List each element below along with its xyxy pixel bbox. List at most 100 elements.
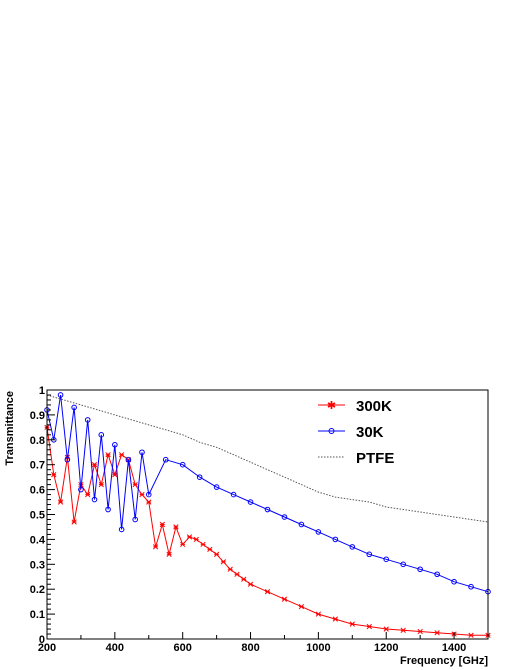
data-point-300k — [400, 627, 406, 633]
data-point-300k — [105, 452, 111, 458]
x-tick-label: 800 — [241, 642, 259, 654]
data-point-300k — [247, 581, 254, 587]
y-tick-label: 0.6 — [30, 485, 45, 497]
data-point-300k — [91, 462, 98, 468]
data-point-30k — [349, 544, 356, 550]
data-point-30k — [468, 583, 474, 590]
data-point-300k — [227, 566, 233, 572]
data-point-300k — [241, 576, 247, 582]
y-tick-label: 0.8 — [30, 435, 45, 447]
y-tick-label: 0.2 — [30, 584, 45, 596]
x-axis-title: Frequency [GHz] — [400, 655, 488, 667]
data-point-300k — [139, 491, 145, 498]
x-tick-label: 400 — [106, 642, 124, 654]
data-point-30k — [112, 441, 118, 448]
legend-marker-30k — [328, 428, 335, 434]
data-point-30k — [451, 578, 457, 585]
data-point-300k — [207, 546, 213, 553]
data-point-30k — [383, 556, 390, 563]
data-point-300k — [152, 544, 159, 550]
data-point-300k — [166, 551, 172, 557]
data-point-300k — [173, 524, 179, 530]
legend-label-30k: 30K — [356, 424, 384, 441]
data-point-300k — [332, 616, 338, 622]
data-point-30k — [162, 456, 169, 463]
data-point-30k — [105, 506, 111, 513]
data-point-30k — [132, 516, 138, 523]
axes: 200 400 600 800 1000 1200 1400 0 0.1 0.2 0.3 0.4 0.5… — [30, 385, 467, 654]
data-point-30k — [139, 449, 145, 456]
data-point-300k — [186, 534, 193, 540]
data-point-30k — [91, 496, 98, 503]
data-point-30k — [315, 529, 322, 535]
data-point-300k — [434, 630, 440, 636]
x-tick-label: 1400 — [442, 642, 466, 654]
series-line-30k — [46, 394, 489, 593]
data-point-300k — [213, 551, 220, 557]
data-point-30k — [78, 486, 84, 493]
data-point-30k — [98, 432, 105, 438]
data-point-300k — [349, 621, 355, 627]
data-point-30k — [281, 514, 288, 520]
data-point-30k — [366, 551, 373, 558]
data-point-300k — [85, 491, 91, 498]
data-point-300k — [468, 632, 474, 638]
data-point-30k — [125, 456, 132, 463]
x-tick-label: 200 — [38, 642, 56, 654]
legend-entry-300k: ✱ 300K — [318, 398, 392, 415]
data-point-300k — [264, 589, 271, 595]
data-point-300k — [51, 472, 57, 478]
x-tick-label: 600 — [174, 642, 192, 654]
data-point-30k — [196, 474, 203, 480]
data-point-30k — [84, 417, 91, 423]
y-tick-label: 0.3 — [30, 559, 45, 571]
series-line-ptfe — [46, 394, 489, 523]
data-point-300k — [57, 499, 64, 505]
data-point-30k — [400, 561, 406, 568]
y-tick-label: 1 — [39, 385, 45, 397]
legend-marker-300k: ✱ — [327, 399, 336, 412]
x-tick-label: 1200 — [374, 642, 398, 654]
data-point-300k — [383, 626, 389, 632]
data-point-300k — [234, 571, 240, 577]
data-point-300k — [281, 596, 288, 602]
y-axis-title: Transmittance — [4, 391, 16, 466]
data-point-300k — [112, 472, 118, 478]
y-tick-label: 0.7 — [30, 460, 45, 472]
data-point-300k — [180, 541, 186, 548]
data-point-30k — [264, 506, 271, 513]
data-point-300k — [315, 611, 322, 617]
data-point-300k — [98, 481, 104, 488]
data-point-30k — [434, 571, 440, 578]
data-point-30k — [179, 461, 186, 468]
data-point-30k — [417, 566, 423, 573]
data-point-300k — [118, 452, 125, 458]
data-point-300k — [298, 603, 305, 610]
data-point-30k — [230, 491, 237, 498]
legend-entry-ptfe: PTFE — [318, 450, 394, 467]
y-tick-label: 0 — [39, 634, 45, 646]
legend-entry-30k: 30K — [318, 424, 384, 441]
legend-label-300k: 300K — [356, 398, 392, 415]
data-point-300k — [159, 521, 165, 528]
y-tick-label: 0.1 — [30, 609, 45, 621]
data-point-30k — [145, 491, 152, 498]
data-point-300k — [132, 481, 138, 488]
y-tick-label: 0.5 — [30, 510, 45, 522]
legend-label-ptfe: PTFE — [356, 450, 394, 467]
y-tick-label: 0.9 — [30, 410, 45, 422]
data-point-30k — [64, 456, 71, 463]
x-tick-label: 1000 — [306, 642, 330, 654]
data-point-30k — [213, 484, 220, 490]
data-point-300k — [220, 559, 227, 565]
legend: ✱ 300K 30K PTFE — [318, 398, 394, 467]
data-point-300k — [200, 541, 206, 548]
data-point-30k — [298, 521, 305, 528]
y-tick-label: 0.4 — [30, 534, 46, 546]
data-point-30k — [71, 404, 77, 411]
data-point-30k — [57, 392, 64, 398]
data-point-30k — [332, 536, 339, 543]
data-point-30k — [247, 499, 254, 505]
